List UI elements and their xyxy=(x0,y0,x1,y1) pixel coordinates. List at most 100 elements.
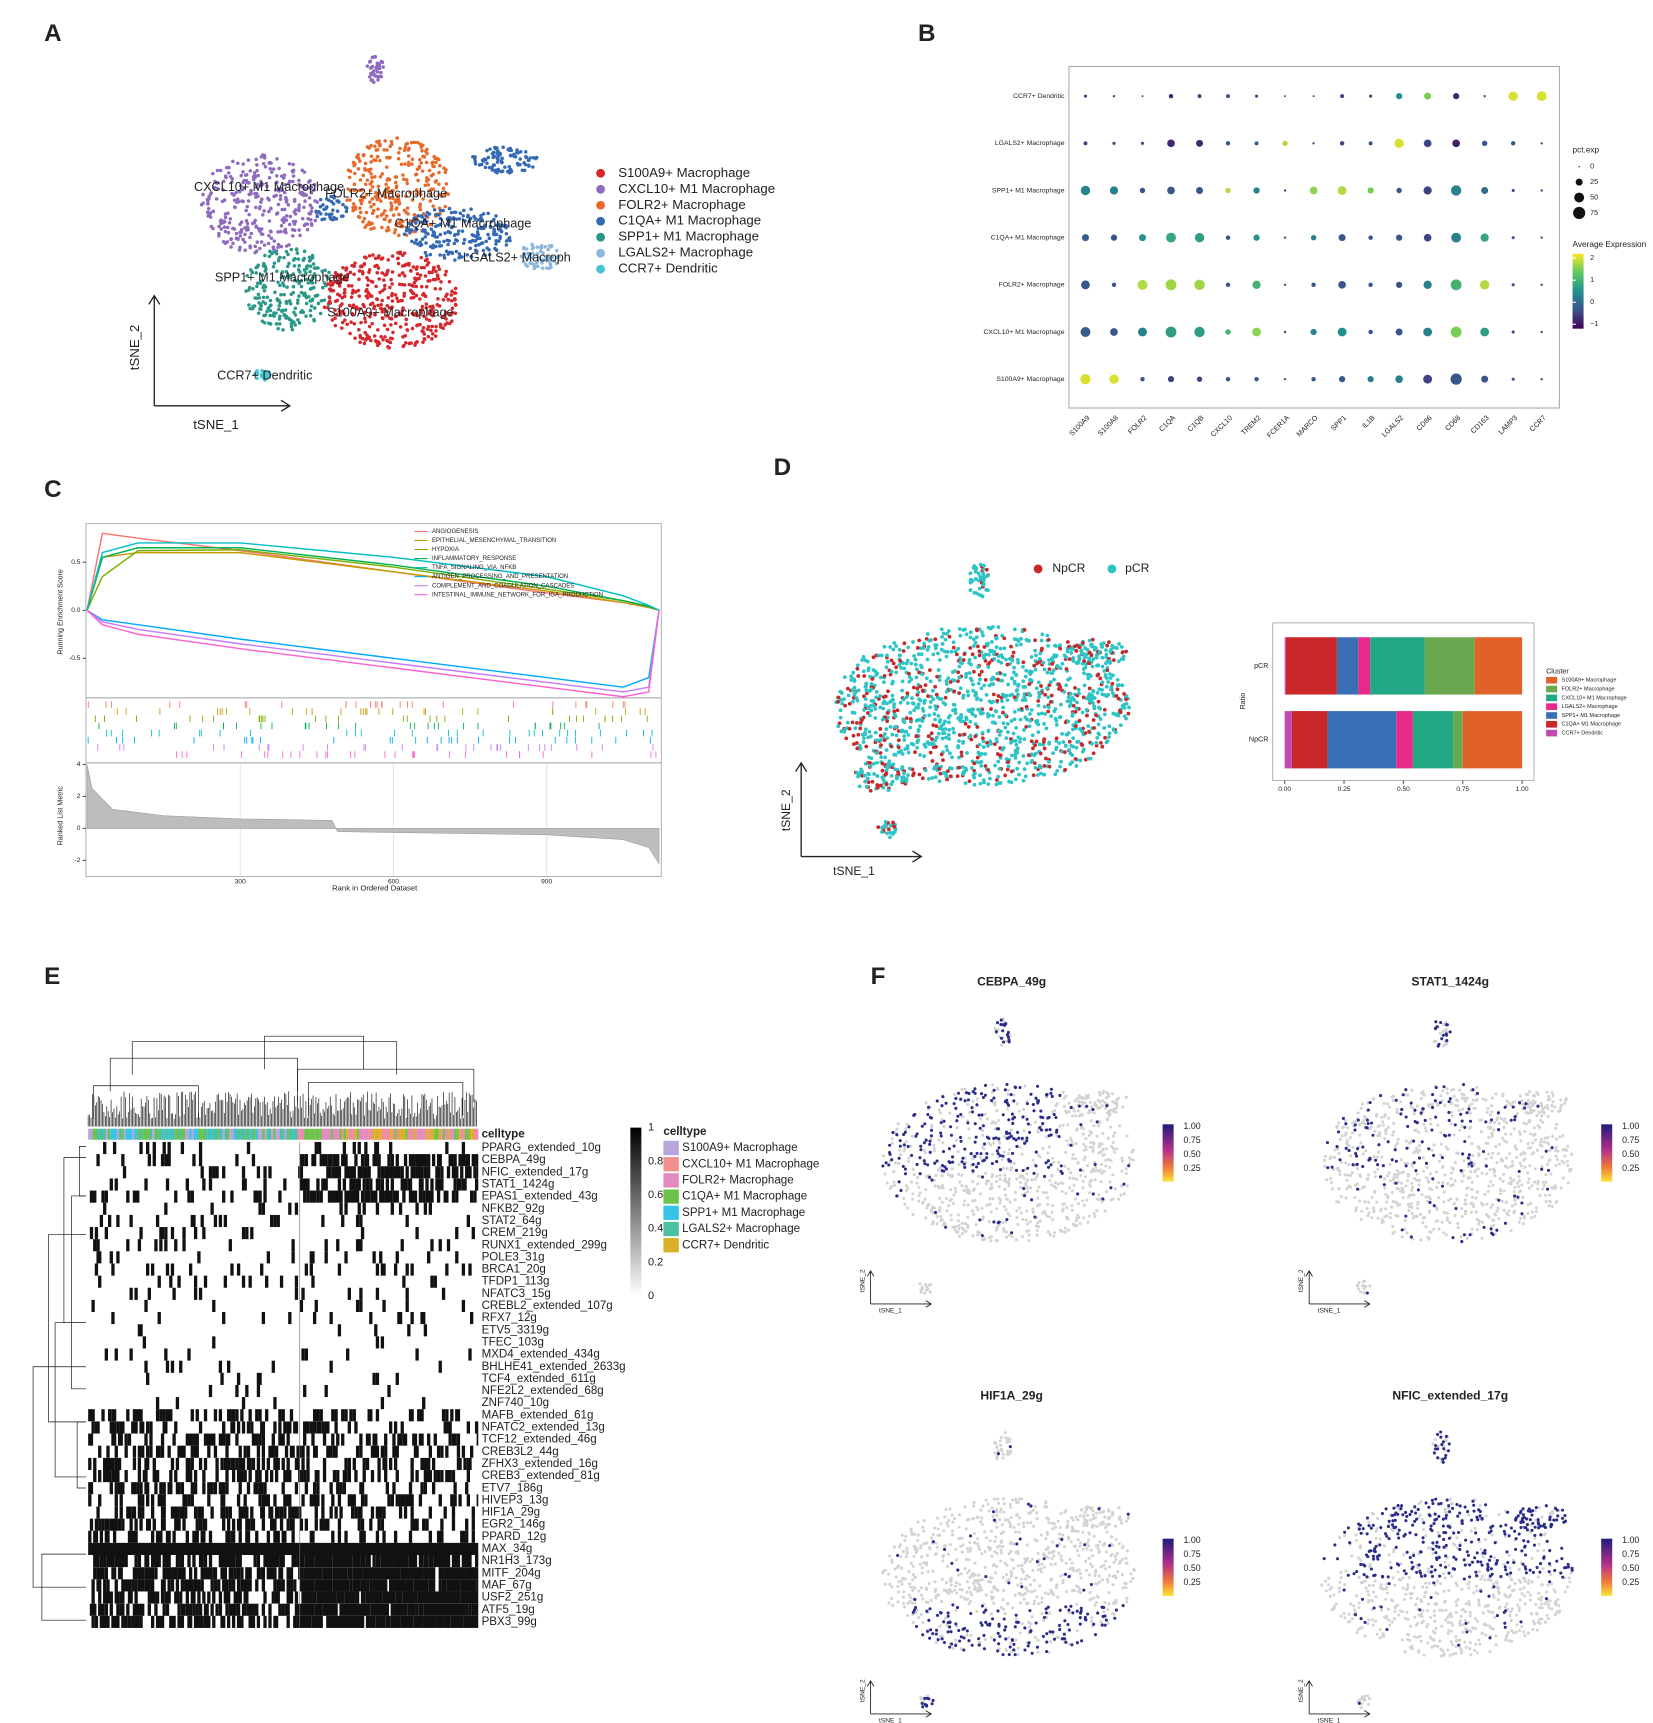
cell-dot xyxy=(448,321,452,326)
cell-dot xyxy=(1084,707,1089,712)
cell-dot xyxy=(404,317,408,322)
cell-dot xyxy=(1104,648,1108,653)
heatmap-cell xyxy=(154,1482,158,1495)
cell-dot xyxy=(343,287,347,292)
heatmap-cell xyxy=(241,1166,246,1179)
cell-dot xyxy=(290,327,295,332)
cell-dot xyxy=(1074,724,1078,728)
heatmap-cell xyxy=(258,1470,262,1483)
heatmap-cell xyxy=(375,1336,380,1349)
cell-dot xyxy=(460,229,465,233)
cell-dot xyxy=(522,260,526,264)
legend-label: CXCL10+ M1 Macrophage xyxy=(1562,695,1627,701)
heatmap-cell xyxy=(430,1275,434,1288)
heatmap-cell xyxy=(370,1445,380,1458)
cell-dot xyxy=(874,673,879,677)
heatmap-cell xyxy=(160,1433,165,1446)
cell-dot xyxy=(427,310,432,315)
heatmap-cell xyxy=(98,1470,102,1483)
cell-dot xyxy=(970,579,975,583)
cell-dot xyxy=(365,283,370,288)
cell-dot xyxy=(389,323,393,327)
cell-dot xyxy=(892,824,897,829)
heatmap-cell xyxy=(198,1141,203,1155)
cell-dot xyxy=(1091,751,1096,756)
heatmap-cell xyxy=(445,1141,449,1155)
heatmap-cell xyxy=(286,1470,292,1483)
cell-dot xyxy=(1029,678,1034,683)
cell-dot xyxy=(262,289,267,293)
cell-dot xyxy=(367,75,372,79)
cell-dot xyxy=(424,317,429,321)
cell-dot xyxy=(256,311,261,315)
heatmap-cell xyxy=(251,1457,256,1471)
cell-dot xyxy=(1058,643,1062,648)
cell-dot xyxy=(1060,749,1064,754)
cell-dot xyxy=(485,148,489,153)
cell-dot xyxy=(857,784,862,789)
cell-dot xyxy=(439,280,443,284)
annotation-cell xyxy=(149,1128,153,1140)
heatmap-cell xyxy=(352,1409,356,1422)
cell-dot xyxy=(305,266,309,271)
heatmap-cell xyxy=(474,1178,479,1191)
cell-dot xyxy=(310,206,314,210)
heatmap-cell xyxy=(250,1421,254,1434)
cell-dot xyxy=(957,755,961,760)
cell-dot xyxy=(276,307,281,312)
annotation-cell xyxy=(277,1128,281,1140)
cell-dot xyxy=(385,327,390,332)
heatmap-cell xyxy=(207,1445,211,1458)
cell-dot xyxy=(378,142,382,147)
heatmap-cell xyxy=(408,1482,413,1495)
legend-swatch xyxy=(1546,729,1558,737)
dot xyxy=(1225,282,1231,288)
heatmap-cell xyxy=(241,1421,246,1434)
cell-dot xyxy=(276,202,281,207)
cell-dot xyxy=(899,666,903,670)
cell-dot xyxy=(1115,687,1120,692)
cell-dot xyxy=(1103,673,1108,677)
heatmap-cell xyxy=(109,1251,113,1264)
heatmap-cell xyxy=(172,1433,176,1446)
annotation-cell xyxy=(160,1128,164,1140)
cell-dot xyxy=(223,212,228,216)
cell-dot xyxy=(344,268,348,272)
cell-dot xyxy=(390,189,394,193)
cell-dot xyxy=(964,715,968,720)
cell-dot xyxy=(863,703,868,707)
cell-dot xyxy=(842,728,847,732)
cell-dot xyxy=(271,167,276,171)
cell-dot xyxy=(983,678,988,682)
cell-dot xyxy=(281,328,285,332)
cell-dot xyxy=(997,715,1002,719)
heatmap-cell xyxy=(413,1445,419,1458)
cell-dot xyxy=(878,727,883,731)
cell-dot xyxy=(379,70,383,75)
heatmap-cell xyxy=(248,1275,252,1288)
cell-dot xyxy=(1029,739,1034,744)
heatmap-cell xyxy=(309,1421,313,1434)
cell-dot xyxy=(387,196,392,200)
cell-dot xyxy=(401,306,405,310)
cell-dot xyxy=(983,658,988,663)
dot xyxy=(1483,94,1486,98)
heatmap-cell xyxy=(263,1482,267,1495)
cell-dot xyxy=(930,759,935,763)
cell-dot xyxy=(400,312,404,317)
cell-dot xyxy=(402,291,407,296)
dot xyxy=(1283,189,1287,192)
cell-dot xyxy=(253,244,257,249)
annotation-cell xyxy=(167,1128,170,1140)
heatmap-cell xyxy=(180,1482,185,1495)
dot xyxy=(1395,328,1403,336)
cell-dot xyxy=(414,284,418,289)
heatmap-cell xyxy=(393,1166,401,1179)
dot xyxy=(1226,94,1231,99)
cell-dot xyxy=(397,273,402,277)
legend-label: SPP1+ M1 Macrophage xyxy=(1562,713,1621,719)
cell-dot xyxy=(937,731,941,736)
heatmap-cell xyxy=(377,1470,381,1483)
cell-dot xyxy=(522,245,526,250)
heatmap-cell xyxy=(372,1433,378,1446)
